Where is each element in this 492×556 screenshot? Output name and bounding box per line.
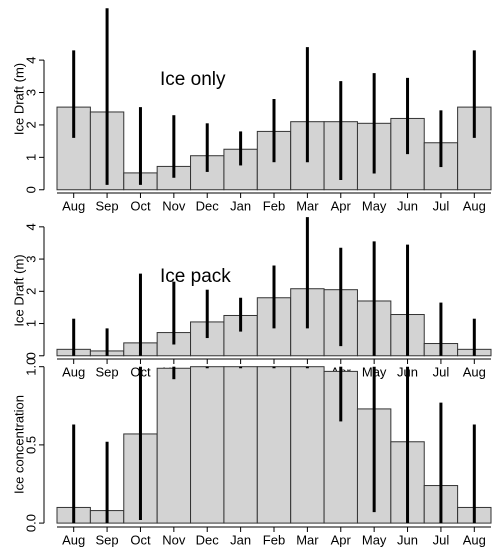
y-tick-label: 0.5 <box>23 436 38 454</box>
y-tick-label: 4 <box>23 223 38 230</box>
x-tick-label: Nov <box>162 532 186 547</box>
x-tick-label: Aug <box>463 532 486 547</box>
x-tick-label: Apr <box>331 198 352 213</box>
x-tick-label: Jul <box>433 532 450 547</box>
bar <box>256 366 292 524</box>
x-tick-label: Sep <box>96 532 119 547</box>
x-tick-label: Feb <box>263 198 285 213</box>
y-tick-label: 4 <box>23 56 38 63</box>
y-tick-label: 2 <box>23 288 38 295</box>
annotation: Ice only <box>160 69 226 90</box>
y-tick-label: 0 <box>23 352 38 359</box>
x-tick-label: Aug <box>463 364 486 379</box>
x-tick-label: Jan <box>230 532 251 547</box>
x-tick-label: Nov <box>162 198 186 213</box>
x-tick-label: Sep <box>96 364 119 379</box>
x-tick-label: Jan <box>230 198 251 213</box>
x-tick-label: Sep <box>96 198 119 213</box>
x-tick-label: Oct <box>130 532 151 547</box>
x-tick-label: Jun <box>397 198 418 213</box>
y-tick-label: 3 <box>23 89 38 96</box>
x-tick-label: Feb <box>263 532 285 547</box>
x-tick-label: Aug <box>62 364 85 379</box>
bar <box>190 366 225 524</box>
bar <box>223 366 258 524</box>
x-tick-label: Mar <box>296 198 319 213</box>
x-tick-label: Jun <box>397 532 418 547</box>
annotation: Ice pack <box>160 266 231 287</box>
x-tick-label: Aug <box>62 198 85 213</box>
y-tick-label: 0 <box>23 186 38 193</box>
y-tick-label: 1.0 <box>23 358 38 376</box>
x-tick-label: Dec <box>196 532 220 547</box>
y-axis-title: Ice Draft (m) <box>11 254 26 326</box>
bar <box>290 366 325 524</box>
x-tick-label: May <box>362 198 387 213</box>
x-tick-label: Dec <box>196 198 220 213</box>
y-axis-title: Ice concentration <box>11 395 26 494</box>
y-axis-title: Ice Draft (m) <box>11 63 26 135</box>
y-tick-label: 3 <box>23 255 38 262</box>
x-tick-label: Oct <box>130 198 151 213</box>
x-tick-label: Apr <box>331 532 352 547</box>
x-tick-label: Aug <box>463 198 486 213</box>
y-tick-label: 1 <box>23 320 38 327</box>
y-tick-label: 0.0 <box>23 514 38 532</box>
bar <box>156 367 192 524</box>
x-tick-label: Mar <box>296 532 319 547</box>
x-tick-label: Jul <box>433 198 450 213</box>
x-tick-label: Aug <box>62 532 85 547</box>
y-tick-label: 2 <box>23 121 38 128</box>
y-tick-label: 1 <box>23 154 38 161</box>
x-tick-label: Jul <box>433 364 450 379</box>
x-tick-label: May <box>362 532 387 547</box>
